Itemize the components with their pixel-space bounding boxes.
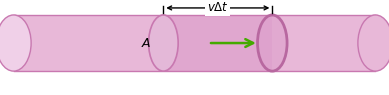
- Ellipse shape: [149, 15, 178, 71]
- Ellipse shape: [0, 15, 31, 71]
- Text: A: A: [142, 37, 150, 49]
- Ellipse shape: [258, 15, 287, 71]
- Bar: [163, 15, 272, 71]
- Bar: [14, 15, 375, 71]
- Text: $v\Delta t$: $v\Delta t$: [207, 1, 229, 14]
- Ellipse shape: [358, 15, 389, 71]
